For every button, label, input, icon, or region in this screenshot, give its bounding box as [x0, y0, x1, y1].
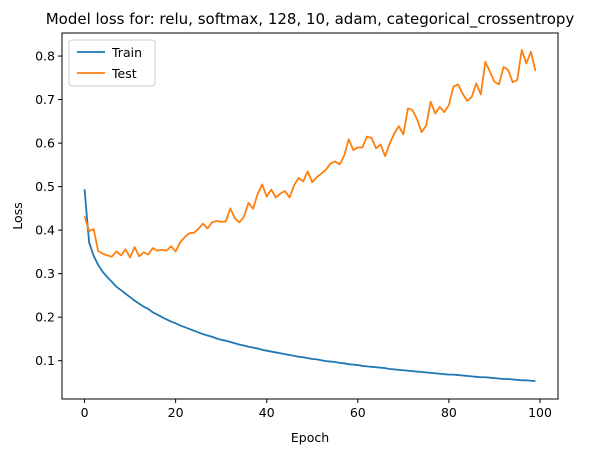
y-axis-label: Loss	[10, 202, 25, 229]
x-tick-label: 20	[168, 405, 184, 420]
x-axis-label: Epoch	[291, 430, 329, 445]
series-layer	[83, 49, 537, 383]
y-tick-label: 0.8	[35, 49, 55, 64]
y-tick-label: 0.6	[35, 136, 55, 151]
y-axis-ticks: 0.1 0.2 0.3 0.4 0.5 0.6 0.7 0.8	[35, 49, 62, 368]
x-tick-label: 100	[528, 405, 552, 420]
plot-area	[62, 33, 558, 399]
series-line-test	[83, 49, 537, 259]
x-tick-label: 0	[81, 405, 89, 420]
x-tick-label: 40	[259, 405, 275, 420]
legend-label-test: Test	[111, 66, 137, 81]
plot-frame	[61, 32, 559, 400]
y-tick-label: 0.5	[35, 179, 55, 194]
y-tick-label: 0.7	[35, 92, 55, 107]
legend: Train Test	[68, 39, 156, 87]
legend-label-train: Train	[111, 45, 142, 60]
y-tick-label: 0.1	[35, 353, 55, 368]
x-axis-ticks: 0 20 40 60 80 100	[81, 399, 552, 420]
series-line-train	[83, 189, 536, 383]
x-tick-label: 80	[441, 405, 457, 420]
y-tick-label: 0.4	[35, 223, 55, 238]
y-tick-label: 0.3	[35, 266, 55, 281]
y-tick-label: 0.2	[35, 310, 55, 325]
chart-title: Model loss for: relu, softmax, 128, 10, …	[46, 10, 575, 29]
x-tick-label: 60	[350, 405, 366, 420]
